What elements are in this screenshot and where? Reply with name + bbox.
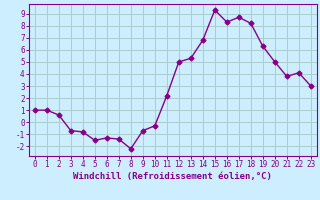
X-axis label: Windchill (Refroidissement éolien,°C): Windchill (Refroidissement éolien,°C) [73, 172, 272, 181]
